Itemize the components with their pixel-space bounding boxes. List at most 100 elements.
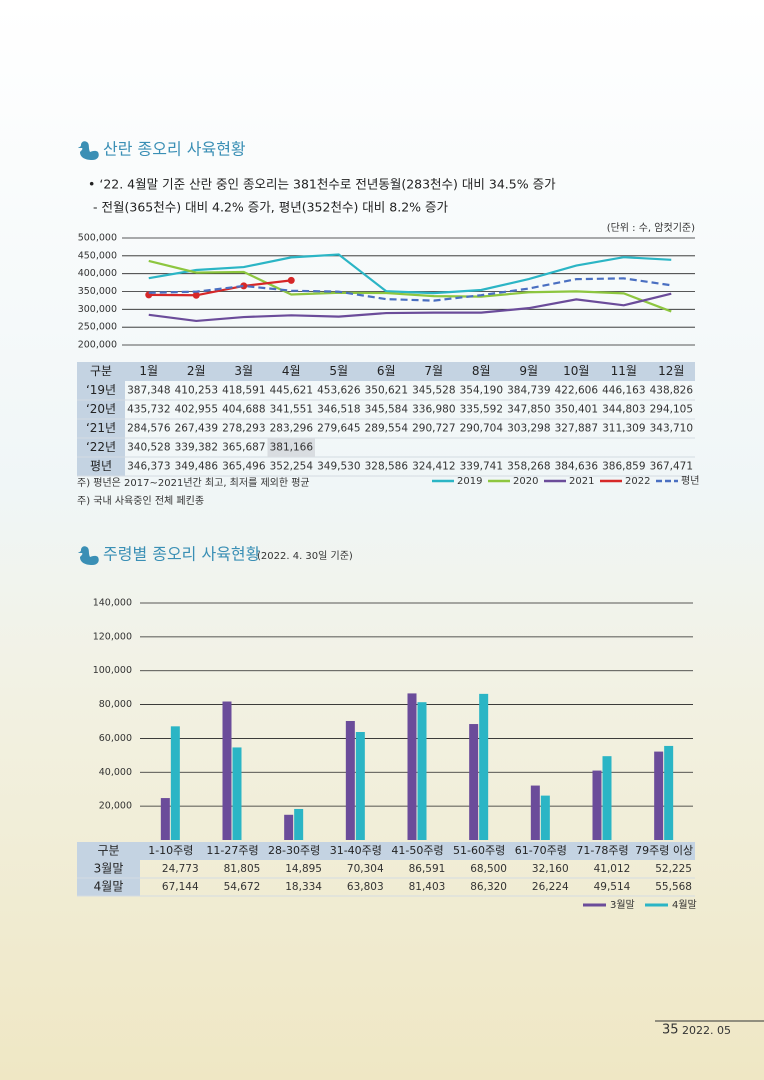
series-line xyxy=(148,279,292,297)
cell-value: 294,105 xyxy=(650,404,693,416)
cell-value: 365,687 xyxy=(222,442,265,454)
column-header: 71-78주령 xyxy=(576,844,628,857)
cell-value: 358,268 xyxy=(507,461,550,473)
page-number: 35 xyxy=(662,1023,679,1038)
series-line xyxy=(148,253,672,295)
bullet: • ‘22. 4월말 기준 산란 중인 종오리는 381천수로 전년동월(283… xyxy=(88,177,556,192)
cell-value: 343,710 xyxy=(650,423,693,435)
section-subtitle: (2022. 4. 30일 기준) xyxy=(257,550,353,562)
row-label-bg xyxy=(77,457,125,476)
column-header: 10월 xyxy=(563,364,589,378)
cell-value: 422,606 xyxy=(555,385,599,397)
cell-value: 435,732 xyxy=(127,404,170,416)
column-header: 2월 xyxy=(187,364,206,378)
cell-value: 350,621 xyxy=(365,385,408,397)
column-header: 61-70주령 xyxy=(515,844,567,857)
cell-value: 354,190 xyxy=(460,385,503,397)
bar xyxy=(469,724,479,840)
cell-value: 345,584 xyxy=(365,404,409,416)
bar xyxy=(602,756,612,840)
cell-value: 54,672 xyxy=(224,881,261,893)
cell-value: 52,225 xyxy=(655,863,692,875)
bar xyxy=(345,720,355,840)
legend-label: 2020 xyxy=(513,476,538,487)
point-marker xyxy=(240,282,248,290)
cell-value: 404,688 xyxy=(222,404,265,416)
y-tick-label: 450,000 xyxy=(78,250,117,261)
bar xyxy=(417,702,427,840)
cell-value: 81,403 xyxy=(409,881,446,893)
bar xyxy=(664,745,674,840)
cell-value: 26,224 xyxy=(532,881,569,893)
bar xyxy=(222,701,232,840)
y-tick-label: 250,000 xyxy=(78,322,117,333)
y-tick-label: 20,000 xyxy=(99,801,132,812)
point-marker xyxy=(287,276,295,284)
column-header: 8월 xyxy=(472,364,491,378)
legend-label: 2019 xyxy=(457,476,482,487)
column-header: 28-30주령 xyxy=(268,844,320,857)
cell-value: 438,826 xyxy=(650,385,694,397)
unit: (단위 : 수, 암컷기준) xyxy=(607,221,695,234)
cell-value: 324,412 xyxy=(412,461,455,473)
issue-date: 2022. 05 xyxy=(682,1024,731,1037)
section-title: 주령별 종오리 사육현황 xyxy=(103,545,261,564)
column-header: 51-60주령 xyxy=(453,844,505,857)
row-label: 3월말 xyxy=(94,862,124,876)
bar xyxy=(530,785,540,840)
cell-value: 410,253 xyxy=(175,385,218,397)
cell-value: 290,727 xyxy=(412,423,455,435)
row-label-bg xyxy=(77,438,125,457)
cell-value: 384,636 xyxy=(555,461,599,473)
cell-value: 352,254 xyxy=(270,461,314,473)
row-label-bg xyxy=(77,419,125,438)
bar xyxy=(540,795,550,840)
cell-value: 402,955 xyxy=(175,404,218,416)
cell-value: 267,439 xyxy=(175,423,218,435)
cell-value: 284,576 xyxy=(127,423,171,435)
series-line xyxy=(148,292,672,323)
cell-value: 24,773 xyxy=(162,863,199,875)
cell-value: 289,554 xyxy=(365,423,409,435)
column-header: 79주령 이상 xyxy=(635,844,693,857)
cell-value: 278,293 xyxy=(222,423,265,435)
bar xyxy=(170,726,180,840)
row-label-bg xyxy=(77,400,125,419)
cell-value: 386,859 xyxy=(602,461,645,473)
legend-label: 평년 xyxy=(681,475,699,487)
y-tick-label: 120,000 xyxy=(93,631,132,642)
cell-value: 67,144 xyxy=(162,881,199,893)
cell-value: 387,348 xyxy=(127,385,170,397)
cell-value: 367,471 xyxy=(650,461,693,473)
y-tick-label: 300,000 xyxy=(78,304,117,315)
series-line xyxy=(148,259,672,313)
column-header: 9월 xyxy=(519,364,538,378)
row-label: 4월말 xyxy=(94,880,124,894)
section-title: 산란 종오리 사육현황 xyxy=(103,140,246,159)
cell-value: 49,514 xyxy=(594,881,631,893)
bar xyxy=(479,693,489,840)
legend-label: 4월말 xyxy=(672,899,697,911)
cell-value: 283,296 xyxy=(270,423,314,435)
cell-value: 346,518 xyxy=(317,404,360,416)
cell-value: 418,591 xyxy=(222,385,265,397)
cell-value: 86,320 xyxy=(470,881,507,893)
cell-value: 32,160 xyxy=(532,863,569,875)
cell-value: 311,309 xyxy=(602,423,645,435)
note: 주) 국내 사육중인 전체 페킨종 xyxy=(77,495,204,507)
column-header: 11-27주령 xyxy=(206,844,258,857)
y-tick-label: 80,000 xyxy=(99,699,132,710)
bar xyxy=(160,798,170,840)
cell-value: 303,298 xyxy=(507,423,550,435)
cell-value: 81,805 xyxy=(224,863,261,875)
bar xyxy=(355,731,365,840)
point-marker xyxy=(192,291,200,299)
cell-value: 346,373 xyxy=(127,461,170,473)
table-header-bg xyxy=(77,842,695,860)
column-header: 41-50주령 xyxy=(391,844,443,857)
row-label-bg xyxy=(77,860,140,878)
column-header: 1-10주령 xyxy=(148,844,193,857)
y-tick-label: 40,000 xyxy=(99,767,132,778)
cell-value: 345,528 xyxy=(412,385,455,397)
